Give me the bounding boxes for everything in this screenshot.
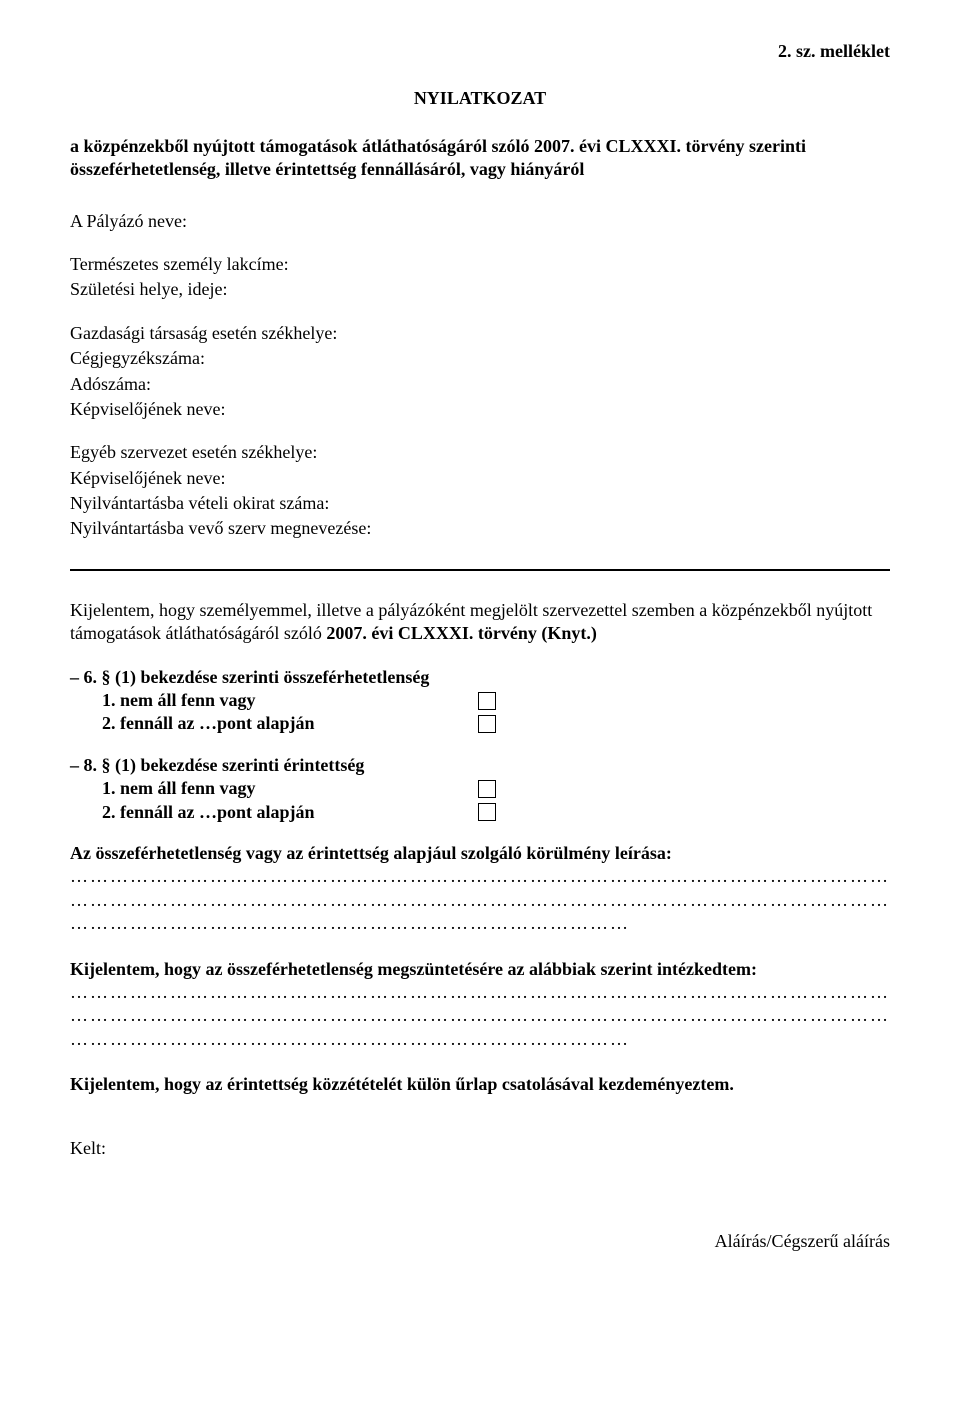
- date-label: Kelt:: [70, 1137, 890, 1160]
- declaration-intro: Kijelentem, hogy személyemmel, illetve a…: [70, 599, 890, 646]
- checkbox-8-2[interactable]: [478, 803, 496, 821]
- divider: [70, 569, 890, 571]
- section-8-option-1: 1. nem áll fenn vagy: [102, 777, 472, 800]
- field-registration-doc-no: Nyilvántartásba vételi okirat száma:: [70, 492, 890, 515]
- dotted-line: ……………………………………………………………………………………………………………: [70, 865, 890, 888]
- section-8-header: – 8. § (1) bekezdése szerinti érintettsé…: [70, 754, 890, 777]
- field-company-seat: Gazdasági társaság esetén székhelye:: [70, 322, 890, 345]
- section-6-option-2: 2. fennáll az …pont alapján: [102, 712, 472, 735]
- dotted-line: …………………………………………………………………………………: [70, 1028, 628, 1051]
- field-natural-person-address: Természetes személy lakcíme:: [70, 253, 890, 276]
- field-other-org-seat: Egyéb szervezet esetén székhelye:: [70, 441, 890, 464]
- circumstance-label: Az összeférhetetlenség vagy az érintetts…: [70, 842, 890, 865]
- checkbox-8-1[interactable]: [478, 780, 496, 798]
- field-applicant-name: A Pályázó neve:: [70, 210, 890, 233]
- field-company-reg-no: Cégjegyzékszáma:: [70, 347, 890, 370]
- subtitle: a közpénzekből nyújtott támogatások átlá…: [70, 135, 890, 182]
- attachment-label: 2. sz. melléklet: [70, 40, 890, 63]
- dotted-line: ……………………………………………………………………………………………………………: [70, 981, 890, 1004]
- checkbox-6-2[interactable]: [478, 715, 496, 733]
- dotted-line: ……………………………………………………………………………………………………………: [70, 1004, 890, 1027]
- section-8: – 8. § (1) bekezdése szerinti érintettsé…: [70, 754, 890, 824]
- field-registering-body: Nyilvántartásba vevő szerv megnevezése:: [70, 517, 890, 540]
- field-representative-2: Képviselőjének neve:: [70, 467, 890, 490]
- section-6-option-1: 1. nem áll fenn vagy: [102, 689, 472, 712]
- section-8-option-2: 2. fennáll az …pont alapján: [102, 801, 472, 824]
- dotted-line: …………………………………………………………………………………: [70, 912, 628, 935]
- declaration-intro-bold: 2007. évi CLXXXI. törvény (Knyt.): [326, 623, 596, 643]
- field-birth-place-date: Születési helye, ideje:: [70, 278, 890, 301]
- section-6: – 6. § (1) bekezdése szerinti összeférhe…: [70, 666, 890, 736]
- field-tax-no: Adószáma:: [70, 373, 890, 396]
- signature-label: Aláírás/Cégszerű aláírás: [70, 1230, 890, 1253]
- field-representative-1: Képviselőjének neve:: [70, 398, 890, 421]
- section-6-header: – 6. § (1) bekezdése szerinti összeférhe…: [70, 666, 890, 689]
- page-title: NYILATKOZAT: [70, 87, 890, 110]
- measures-label: Kijelentem, hogy az összeférhetetlenség …: [70, 958, 890, 981]
- publication-label: Kijelentem, hogy az érintettség közzétét…: [70, 1073, 890, 1096]
- dotted-line: ……………………………………………………………………………………………………………: [70, 889, 890, 912]
- checkbox-6-1[interactable]: [478, 692, 496, 710]
